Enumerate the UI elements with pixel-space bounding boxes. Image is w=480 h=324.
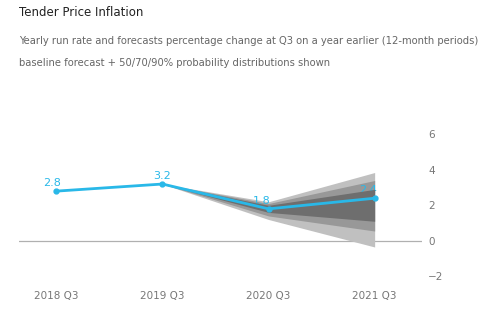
Text: baseline forecast + 50/70/90% probability distributions shown: baseline forecast + 50/70/90% probabilit… [19,58,330,68]
Text: 2.4: 2.4 [360,185,377,195]
Text: 3.2: 3.2 [154,171,171,181]
Text: Tender Price Inflation: Tender Price Inflation [19,6,144,19]
Text: 1.8: 1.8 [253,196,271,206]
Text: 2.8: 2.8 [43,178,61,188]
Text: Yearly run rate and forecasts percentage change at Q3 on a year earlier (12-mont: Yearly run rate and forecasts percentage… [19,36,479,46]
